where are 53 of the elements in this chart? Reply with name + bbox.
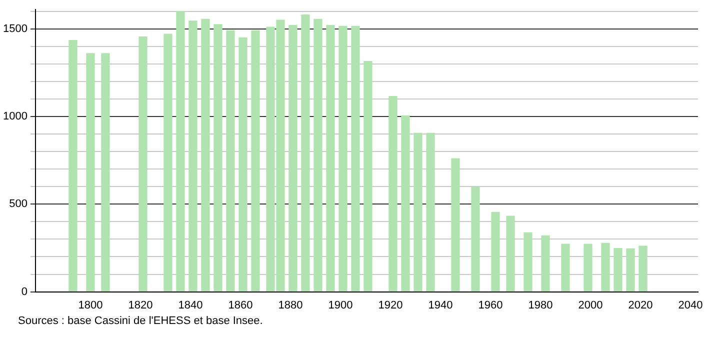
bar <box>326 25 335 292</box>
bar <box>601 242 610 292</box>
bar <box>638 246 648 292</box>
y-tick-label: 500 <box>9 198 28 210</box>
bar <box>238 37 248 292</box>
x-tick-label: 1880 <box>278 299 303 312</box>
bar <box>301 14 310 292</box>
x-tick-label: 1860 <box>228 299 253 312</box>
bar <box>214 24 222 292</box>
bar <box>201 18 210 292</box>
bar <box>251 30 260 292</box>
bar <box>138 36 148 292</box>
y-tick-label: 0 <box>21 286 28 298</box>
bar <box>426 132 435 292</box>
bar <box>338 26 348 292</box>
bar <box>626 248 635 292</box>
x-tick-label: 1980 <box>528 299 553 312</box>
bar <box>401 115 410 292</box>
bar <box>101 53 110 292</box>
bar <box>506 216 515 292</box>
bar <box>414 132 422 292</box>
bar <box>68 40 78 292</box>
bar <box>364 60 372 292</box>
x-tick-label: 2000 <box>578 299 603 312</box>
x-tick-label: 1820 <box>128 299 153 312</box>
bar <box>176 11 185 292</box>
bar <box>226 30 235 292</box>
bar <box>164 34 172 292</box>
y-tick-label: 1500 <box>2 22 28 35</box>
bar <box>524 232 532 292</box>
x-tick-label: 2020 <box>628 299 653 312</box>
bar <box>451 158 460 292</box>
bar <box>471 186 480 292</box>
x-tick-label: 1840 <box>178 299 203 312</box>
bar <box>288 25 298 292</box>
x-tick-label: 1900 <box>328 299 353 312</box>
y-tick-label: 1000 <box>2 110 28 123</box>
x-tick-label: 1960 <box>478 299 503 312</box>
bar <box>584 244 592 292</box>
bar <box>541 235 550 292</box>
bar <box>86 53 95 292</box>
bar <box>388 96 398 292</box>
x-tick-label: 2040 <box>678 299 703 312</box>
bar <box>188 20 198 292</box>
bar <box>314 18 322 292</box>
bar <box>614 248 622 292</box>
x-tick-label: 1800 <box>78 299 103 312</box>
bar <box>351 26 360 292</box>
bar <box>491 212 500 292</box>
bar <box>561 244 570 292</box>
x-tick-label: 1940 <box>428 299 453 312</box>
x-tick-label: 1920 <box>378 299 403 312</box>
source-note: Sources : base Cassini de l'EHESS et base Insee. <box>18 315 264 327</box>
